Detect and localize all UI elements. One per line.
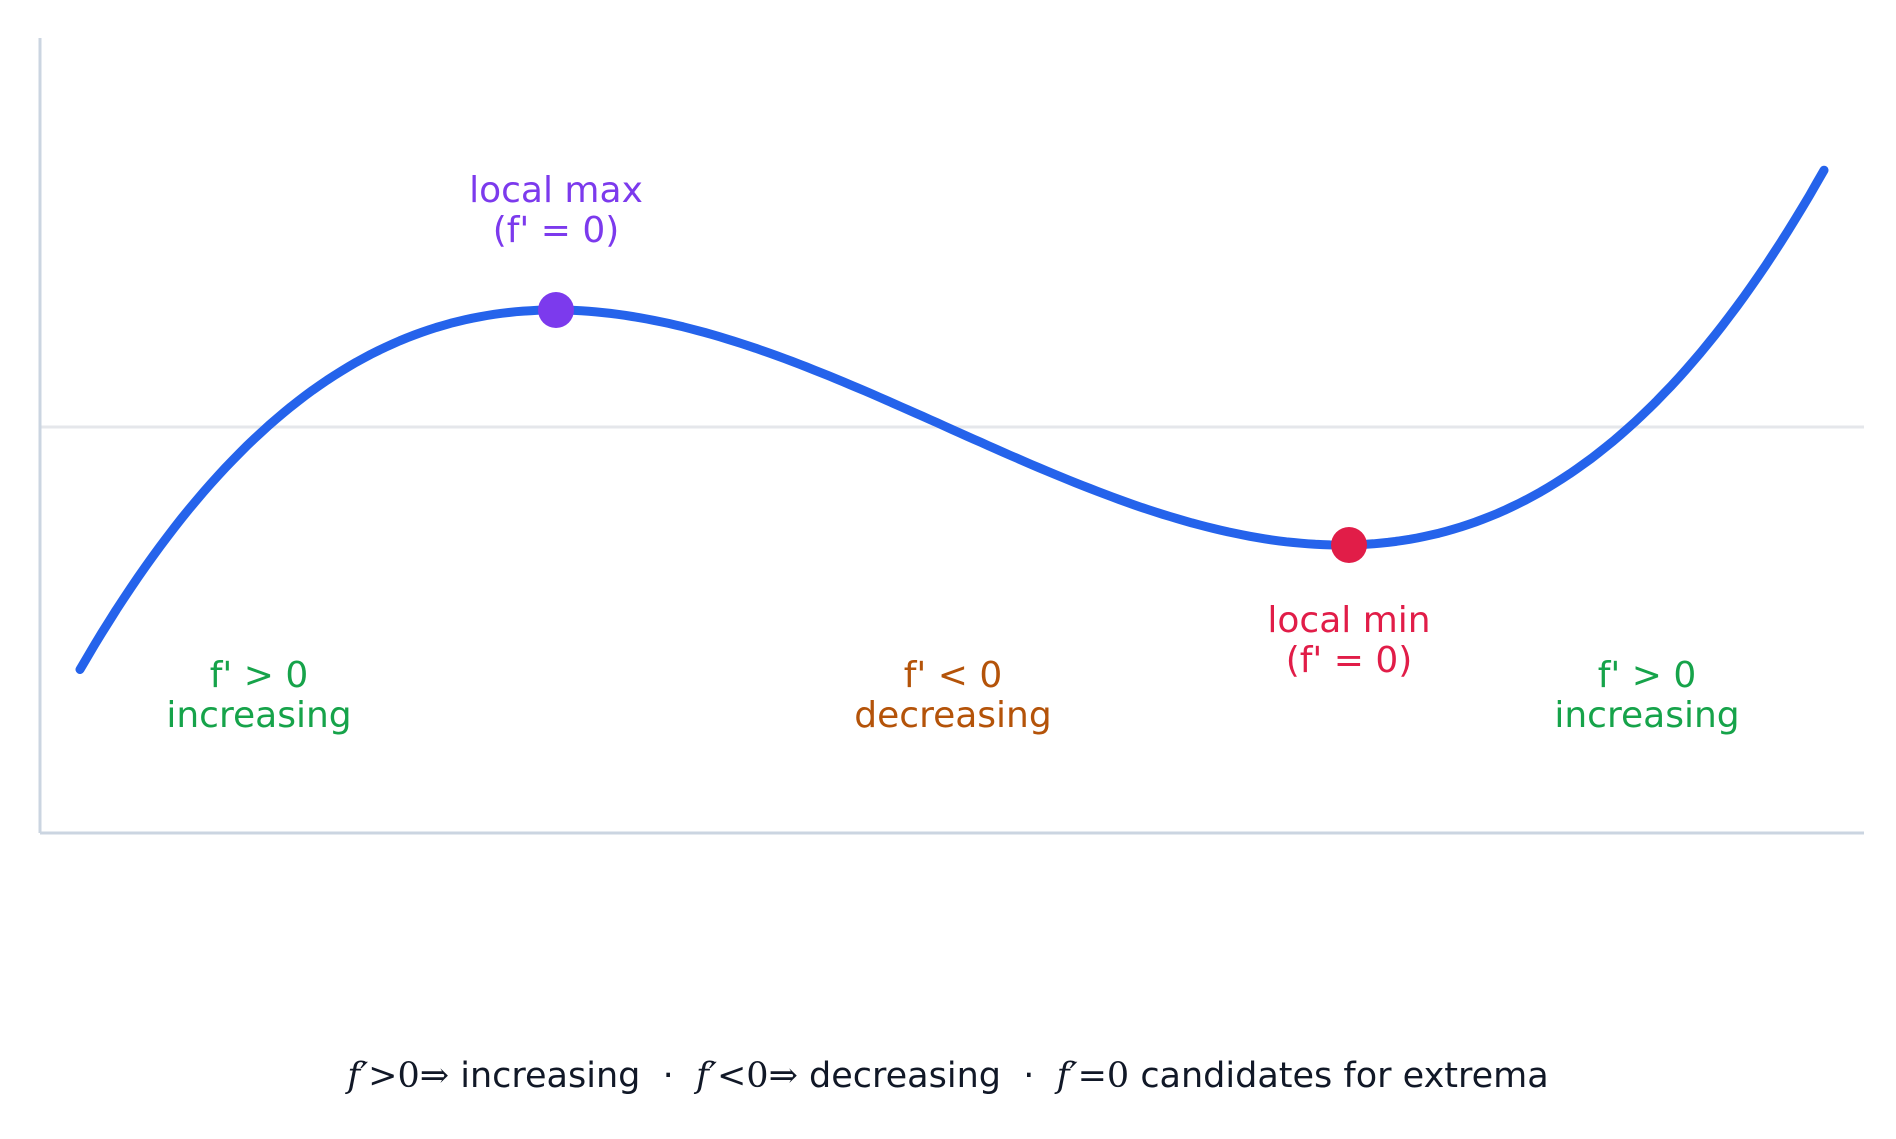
caption-fprime-1: f′ — [347, 1056, 369, 1096]
region-label-increasing-left: f' > 0 — [210, 655, 309, 696]
caption-zero-2: 0 — [746, 1056, 769, 1096]
region-label-increasing-right: f' > 0 — [1598, 655, 1697, 696]
caption-fprime-2: f′ — [696, 1056, 717, 1096]
function-curve — [75, 165, 1829, 674]
caption: f′>0⇒ increasing · f′<0⇒ decreasing · f′… — [0, 1056, 1896, 1096]
caption-decreasing: decreasing — [809, 1056, 1001, 1096]
region-label-decreasing: f' < 0 — [904, 655, 1003, 696]
caption-implies-1: ⇒ — [419, 1056, 450, 1096]
local-max-point — [538, 292, 574, 328]
caption-zero-3: 0 — [1106, 1056, 1130, 1096]
local-max-sublabel: (f' = 0) — [493, 210, 620, 251]
caption-implies-2: ⇒ — [768, 1056, 798, 1096]
caption-increasing: increasing — [460, 1056, 641, 1096]
caption-gt: > — [368, 1056, 398, 1096]
caption-separator-2: · — [1023, 1056, 1035, 1096]
caption-candidates: candidates for extrema — [1140, 1056, 1549, 1096]
region-sublabel-increasing-left: increasing — [166, 695, 351, 736]
local-min-label: local min — [1267, 600, 1430, 641]
local-max-label: local max — [469, 170, 643, 211]
caption-zero-1: 0 — [397, 1056, 420, 1096]
caption-separator-1: · — [662, 1056, 674, 1096]
region-sublabel-decreasing: decreasing — [854, 695, 1051, 736]
caption-fprime-3: f′ — [1056, 1056, 1078, 1096]
caption-lt: < — [716, 1056, 747, 1096]
local-min-point — [1331, 527, 1367, 563]
local-min-sublabel: (f' = 0) — [1286, 640, 1413, 681]
caption-eq: = — [1077, 1056, 1107, 1096]
region-sublabel-increasing-right: increasing — [1554, 695, 1739, 736]
